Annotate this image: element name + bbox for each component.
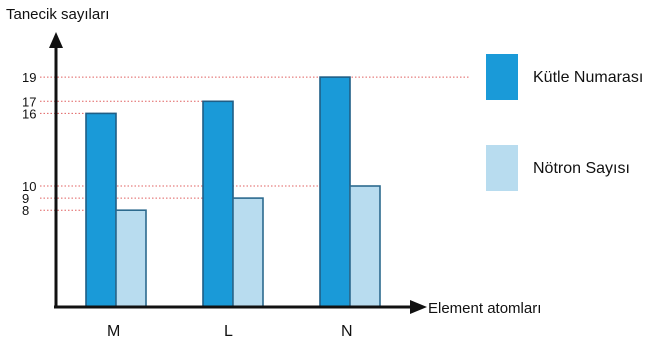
y-tick-label: 9 [22,191,29,206]
category-label-N: N [341,323,353,340]
y-tick-label: 8 [22,203,29,218]
x-axis-arrow-icon [410,300,427,314]
category-label-M: M [107,323,120,340]
category-label-L: L [224,323,233,340]
bars [85,76,381,308]
legend-swatch-kutle [486,54,518,100]
legend-label-notron: Nötron Sayısı [533,160,630,177]
y-tick-label: 19 [22,70,36,85]
y-tick-label: 16 [22,106,36,121]
bar-M-notron [115,209,147,308]
y-tick-label: 17 [22,94,36,109]
bar-N-kutle [319,76,351,308]
legend-swatch-notron [486,145,518,191]
legend-label-kutle: Kütle Numarası [533,69,643,86]
legend: Kütle Numarası Nötron Sayısı [486,54,643,191]
x-axis-title: Element atomları [428,300,541,317]
bar-L-notron [232,197,264,308]
axes [49,32,427,314]
y-axis-arrow-icon [49,32,63,48]
bar-N-notron [349,185,381,308]
bar-L-kutle [202,100,234,308]
y-tick-label: 10 [22,179,36,194]
y-axis-title: Tanecik sayıları [6,6,109,23]
bar-M-kutle [85,112,117,308]
